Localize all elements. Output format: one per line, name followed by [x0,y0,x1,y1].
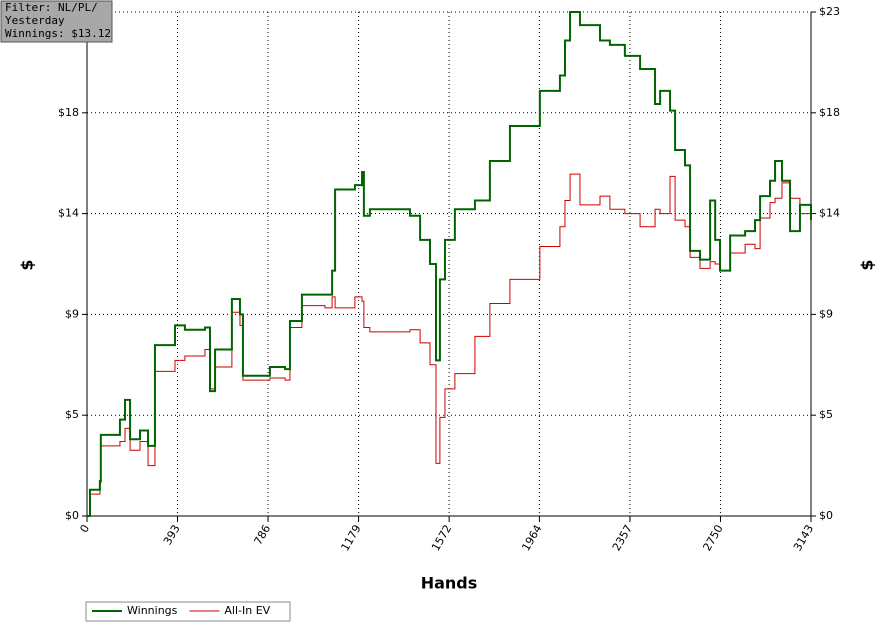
y2-tick-label: $14 [819,207,840,220]
y-tick-label: $0 [65,509,79,522]
y2-tick-label: $0 [819,509,833,522]
filter-bg [0,0,113,43]
x-axis-label: Hands [421,574,478,593]
legend-label: All-In EV [224,604,270,617]
y2-axis-label: $ [858,259,877,270]
legend-box [85,601,291,622]
filter-text: Winnings: $13.12 [5,27,111,40]
legend-label: Winnings [127,604,178,617]
series-line [87,11,812,517]
y-tick-label: $9 [65,307,79,320]
y-tick-label: $5 [65,408,79,421]
series-line [87,173,812,517]
filter-text: Yesterday [5,14,65,27]
legend: Winnings All-In EV [85,601,291,622]
filter-text: Filter: NL/PL/ [5,1,98,14]
y2-tick-label: $23 [819,5,840,18]
y-tick-label: $14 [58,207,79,220]
y-tick-label: $18 [58,106,79,119]
y2-tick-label: $5 [819,408,833,421]
y-axis-label: $ [18,259,37,270]
y2-tick-label: $18 [819,106,840,119]
y2-tick-label: $9 [819,307,833,320]
